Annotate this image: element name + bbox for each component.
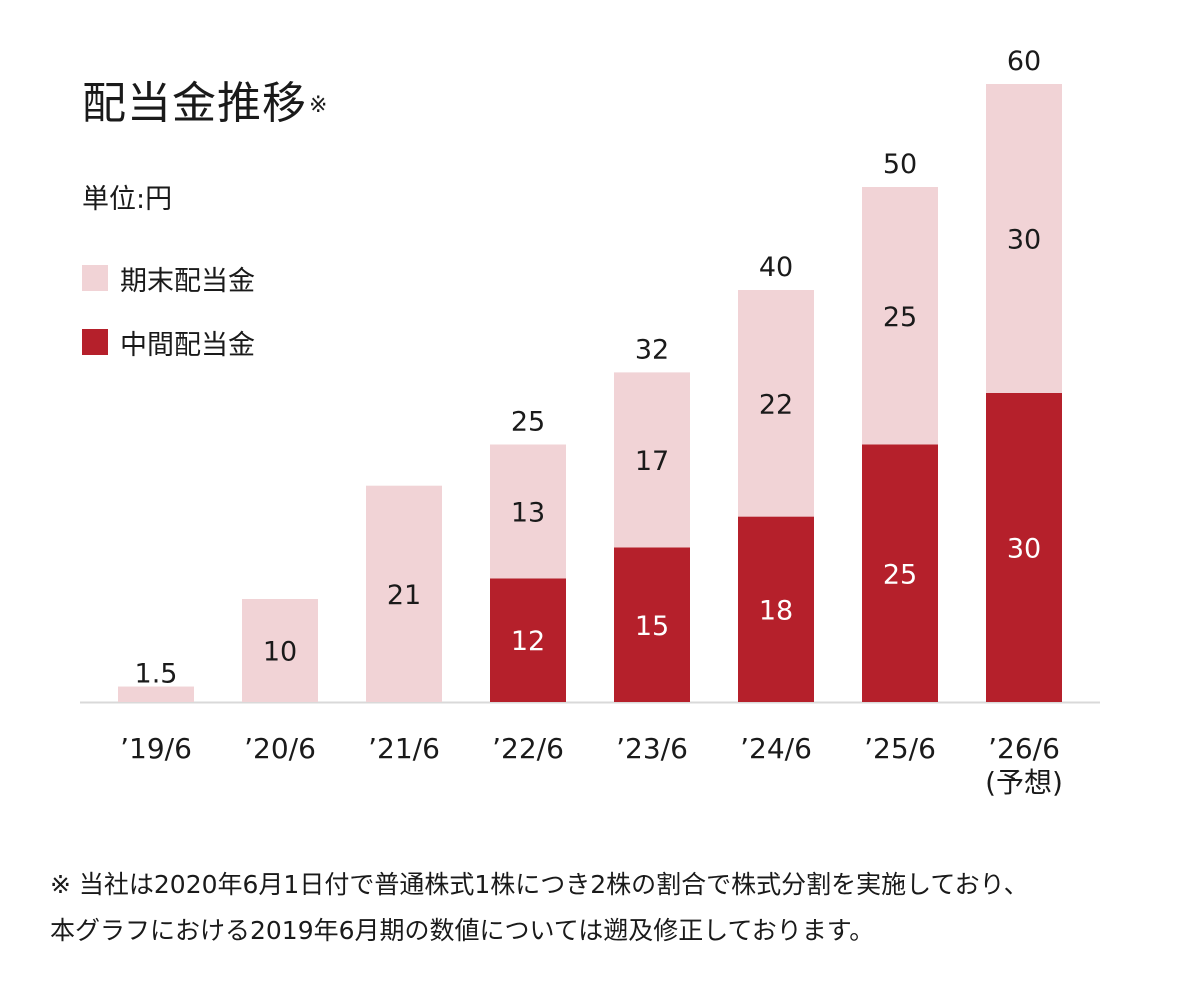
chart-title-text: 配当金推移	[82, 78, 307, 129]
bar-interim	[862, 444, 938, 702]
bar-label-interim: 25	[883, 559, 917, 590]
x-tick-label: ’25/6	[864, 732, 936, 765]
bar-interim	[614, 547, 690, 702]
bar-total-label: 32	[635, 334, 669, 365]
unit-label: 単位:円	[82, 184, 173, 215]
bar-label-final: 17	[635, 446, 669, 477]
bar-label-final: 25	[883, 302, 917, 333]
bar-label-final: 22	[759, 389, 793, 420]
bar-final	[242, 599, 318, 702]
bar-interim	[738, 516, 814, 702]
legend-item-interim: 中間配当金	[82, 322, 255, 362]
title-footnote-mark: ※	[309, 93, 329, 118]
footnote-line-1: ※ 当社は2020年6月1日付で普通株式1株につき2株の割合で株式分割を実施して…	[50, 870, 1029, 899]
bar-label-final: 13	[511, 497, 545, 528]
bar-label-interim: 15	[635, 611, 669, 642]
x-tick-label: ’24/6	[740, 732, 812, 765]
x-tick-label: ’23/6	[616, 732, 688, 765]
bar-final	[738, 290, 814, 517]
footnote: ※ 当社は2020年6月1日付で普通株式1株につき2株の割合で株式分割を実施して…	[50, 862, 1150, 954]
bar-final	[118, 686, 194, 702]
stacked-bar-chart: 1.5 ’19/6 10 ’20/6 21 ’21/6 12 13 25 ’22/6 15 17 32 ’…	[80, 46, 1100, 799]
legend: 期末配当金 中間配当金	[82, 258, 255, 386]
bar-label-interim: 12	[511, 626, 545, 657]
legend-label-interim: 中間配当金	[120, 329, 255, 361]
bar-label-interim: 18	[759, 595, 793, 626]
legend-swatch-final	[82, 265, 108, 291]
bar-final	[862, 187, 938, 445]
bar-total-label: 50	[883, 149, 917, 180]
bar-final	[986, 84, 1062, 393]
bar-final	[366, 485, 442, 702]
legend-swatch-interim	[82, 329, 108, 355]
x-tick-note: (予想)	[985, 766, 1063, 799]
bar-label-interim: 30	[1007, 534, 1041, 565]
x-tick-label: ’20/6	[244, 732, 316, 765]
bar-total-label: 40	[759, 252, 793, 283]
x-tick-label: ’22/6	[492, 732, 564, 765]
x-tick-label: ’21/6	[368, 732, 440, 765]
chart-title: 配当金推移※	[82, 76, 328, 132]
bar-label-final: 1.5	[135, 659, 178, 690]
bar-interim	[490, 578, 566, 702]
bar-label-final: 30	[1007, 225, 1041, 256]
bar-label-final: 10	[263, 637, 297, 668]
legend-item-final: 期末配当金	[82, 258, 255, 298]
legend-label-final: 期末配当金	[120, 265, 255, 297]
bar-label-final: 21	[387, 580, 421, 611]
bar-final	[490, 444, 566, 579]
bar-final	[614, 372, 690, 548]
x-tick-label: ’19/6	[120, 732, 192, 765]
bar-total-label: 60	[1007, 46, 1041, 77]
bar-total-label: 25	[511, 407, 545, 438]
bar-interim	[986, 393, 1062, 702]
x-tick-label: ’26/6	[988, 732, 1060, 765]
footnote-line-2: 本グラフにおける2019年6月期の数値については遡及修正しております。	[50, 916, 875, 945]
